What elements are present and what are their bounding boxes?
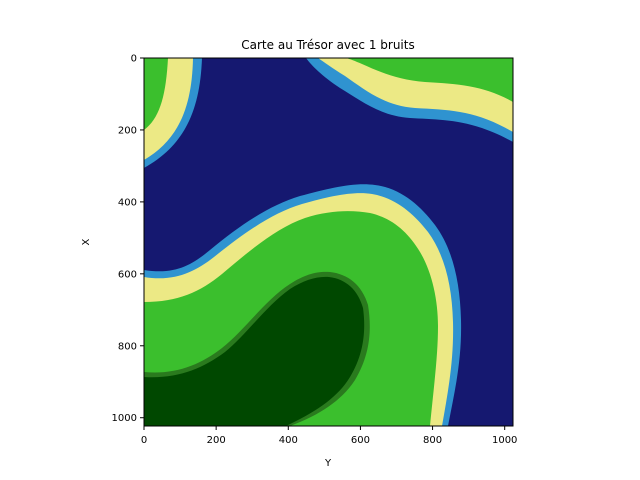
x-axis-label: Y [324,458,332,469]
x-tick-label: 0 [141,435,147,446]
x-tick-label: 600 [351,435,370,446]
map-title: Carte au Trésor avec 1 bruits [241,38,414,52]
x-axis: 0 200 400 600 800 1000 [141,426,518,446]
y-tick-label: 400 [118,197,137,208]
y-tick-label: 0 [131,54,137,65]
y-tick-label: 200 [118,125,137,136]
x-tick-label: 400 [279,435,298,446]
y-tick-label: 600 [118,269,137,280]
y-axis-label: X [81,238,92,245]
x-tick-label: 200 [207,435,226,446]
x-tick-label: 1000 [492,435,517,446]
x-tick-label: 800 [423,435,442,446]
y-tick-label: 800 [118,341,137,352]
map-image [144,58,513,426]
y-tick-label: 1000 [112,413,137,424]
y-axis: 0 200 400 600 800 1000 [112,54,144,425]
